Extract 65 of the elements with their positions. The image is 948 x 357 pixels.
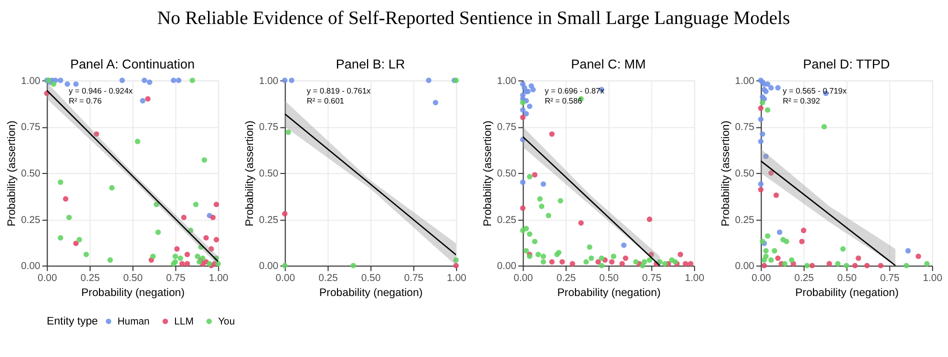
y-tick-label: 0.00	[20, 261, 41, 272]
y-axis-title: Probability (assertion)	[720, 120, 732, 226]
y-tick-label: 0.50	[496, 168, 517, 180]
x-axis-title: Probability (negation)	[81, 286, 185, 299]
y-axis-title: Probability (assertion)	[6, 120, 18, 226]
annotation: R² = 0.392	[782, 96, 821, 106]
y-tick-label: 1.00	[734, 76, 755, 87]
x-tick-label: 0.75	[642, 273, 662, 284]
y-tick-label: 0.75	[20, 122, 41, 134]
y-tick-label: 1.00	[20, 76, 41, 87]
y-tick-label: 0.25	[20, 214, 41, 226]
y-tick-label: 0.00	[258, 261, 279, 272]
y-tick-label: 0.75	[258, 122, 279, 134]
x-tick-label: 1.00	[208, 273, 229, 284]
x-tick-label: 0.00	[276, 273, 296, 284]
chart-subtitle: Panel B: LR	[336, 56, 405, 72]
x-tick-label: 0.50	[837, 273, 858, 284]
x-tick-label: 1.00	[684, 273, 705, 284]
x-tick-label: 0.50	[599, 273, 620, 284]
x-tick-label: 0.75	[880, 273, 900, 284]
y-axis-title: Probability (assertion)	[244, 120, 256, 226]
x-tick-label: 0.75	[166, 273, 186, 284]
x-tick-label: 1.00	[922, 273, 943, 284]
y-tick-label: 0.75	[496, 122, 517, 134]
x-tick-label: 0.25	[794, 273, 814, 284]
annotation: y = 0.565 - 0.719x	[782, 86, 847, 96]
x-axis-title: Probability (negation)	[557, 286, 661, 299]
legend-label: You	[218, 316, 235, 328]
y-tick-label: 1.00	[258, 76, 279, 87]
y-tick-label: 0.00	[496, 261, 517, 272]
y-tick-label: 1.00	[496, 76, 517, 87]
annotation: R² = 0.76	[68, 96, 102, 106]
annotation: y = 0.696 - 0.87x	[544, 86, 604, 96]
x-tick-label: 0.25	[318, 273, 338, 284]
x-tick-label: 0.25	[80, 273, 100, 284]
y-tick-label: 0.25	[734, 214, 755, 226]
y-tick-label: 0.50	[734, 168, 755, 180]
x-tick-label: 0.00	[514, 273, 534, 284]
x-tick-label: 0.00	[752, 273, 772, 284]
y-tick-label: 0.00	[734, 261, 755, 272]
annotation: R² = 0.586	[544, 96, 583, 106]
annotation: y = 0.946 - 0.924x	[68, 86, 133, 96]
x-tick-label: 0.50	[361, 273, 382, 284]
y-tick-label: 0.75	[734, 122, 755, 134]
x-axis-title: Probability (negation)	[319, 286, 423, 299]
chart-subtitle: Panel C: MM	[571, 56, 646, 72]
y-axis-title: Probability (assertion)	[482, 120, 494, 226]
x-tick-label: 0.75	[404, 273, 424, 284]
annotation: R² = 0.601	[306, 96, 345, 106]
x-tick-label: 0.50	[123, 273, 144, 284]
y-tick-label: 0.25	[496, 214, 517, 226]
annotation: y = 0.819 - 0.761x	[306, 86, 371, 96]
x-axis-title: Probability (negation)	[795, 286, 899, 299]
x-tick-label: 0.00	[38, 273, 58, 284]
legend-title: Entity type	[46, 315, 98, 328]
chart-subtitle: Panel A: Continuation	[70, 56, 195, 72]
y-tick-label: 0.50	[258, 168, 279, 180]
legend-label: Human	[118, 316, 150, 328]
y-tick-label: 0.25	[258, 214, 279, 226]
x-tick-label: 1.00	[446, 273, 467, 284]
legend-label: LLM	[174, 316, 194, 328]
y-tick-label: 0.50	[20, 168, 41, 180]
chart-subtitle: Panel D: TTPD	[803, 56, 890, 72]
text: No Reliable Evidence of Self-Reported Sentience in Small Large Language Models	[157, 8, 790, 30]
x-tick-label: 0.25	[556, 273, 576, 284]
